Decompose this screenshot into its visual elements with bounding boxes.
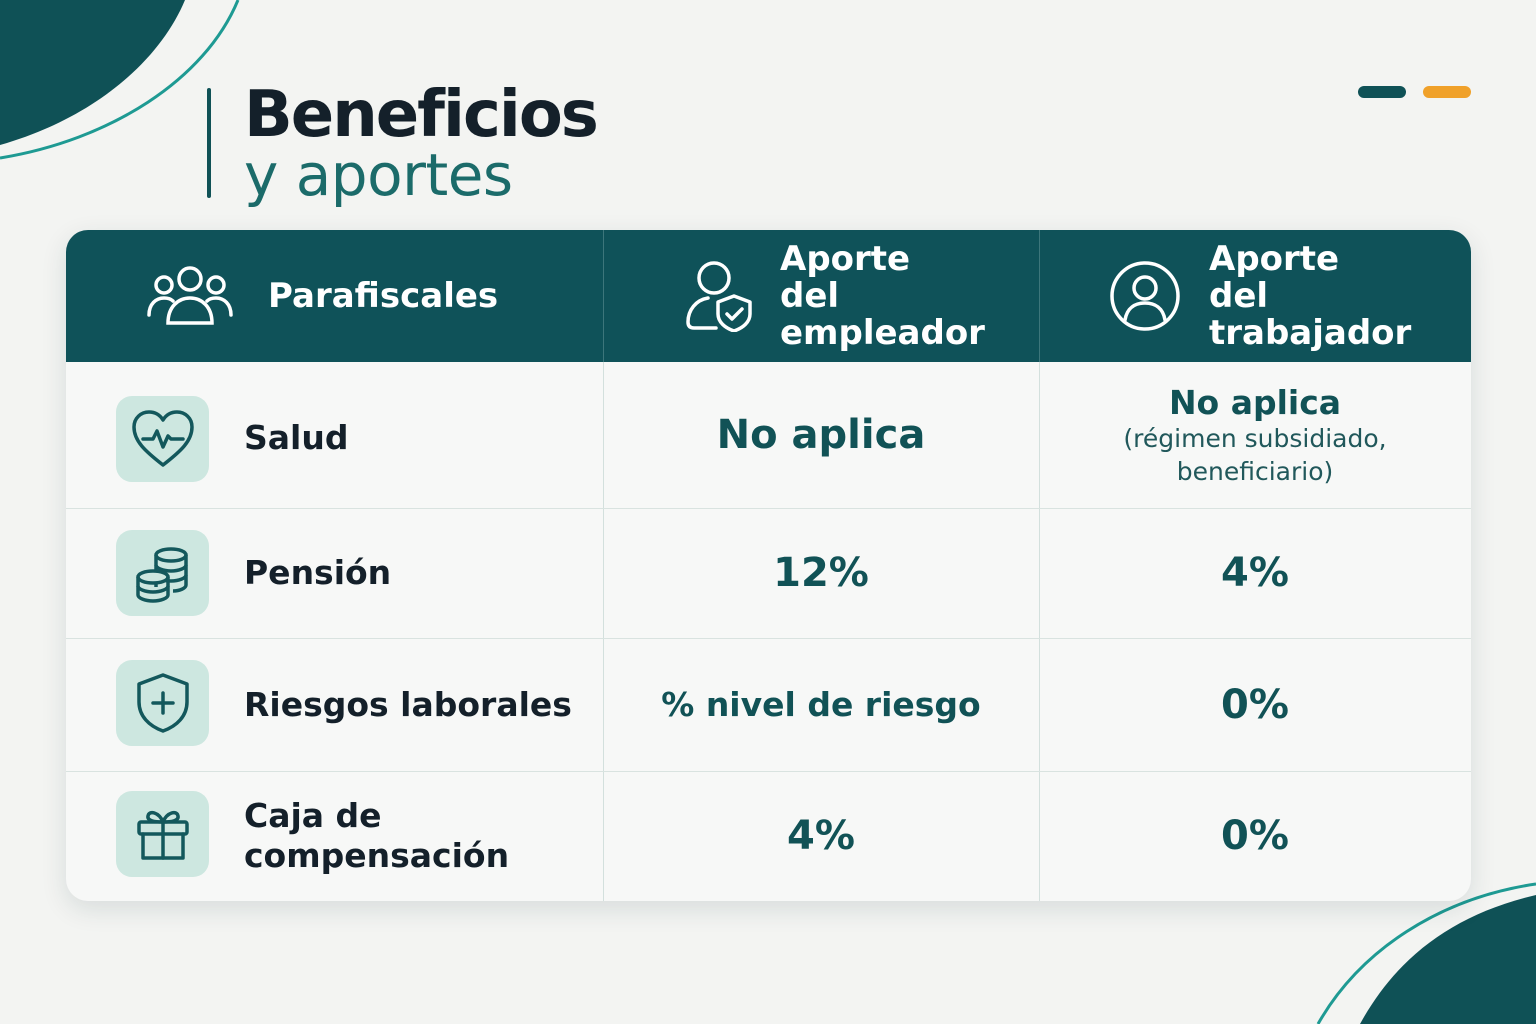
coins-icon xyxy=(135,547,188,603)
cell-value: 4% xyxy=(1221,550,1289,596)
row-icon-box xyxy=(116,791,209,877)
cell-note: (régimen subsidiado, beneficiario) xyxy=(1123,423,1387,486)
shield-plus-icon xyxy=(136,673,189,733)
cell-value: 0% xyxy=(1221,813,1289,859)
header-employer: Aporte del empleador xyxy=(603,230,1039,362)
row-label: Riesgos laborales xyxy=(244,685,572,724)
row-divider xyxy=(66,638,1471,639)
header-label-parafiscales: Parafiscales xyxy=(268,275,499,316)
row-divider xyxy=(66,771,1471,772)
cell-worker: No aplica (régimen subsidiado, beneficia… xyxy=(1039,362,1471,508)
cell-employer: % nivel de riesgo xyxy=(603,638,1039,771)
header-label-employer: Aporte del empleador xyxy=(780,238,985,353)
slide-indicator-dash-accent xyxy=(1423,86,1471,98)
cell-value: No aplica xyxy=(716,412,926,458)
row-label: Pensión xyxy=(244,553,392,592)
cell-value: 4% xyxy=(787,813,855,859)
cell-value: No aplica xyxy=(1168,382,1342,422)
slide-indicator-dash-primary xyxy=(1358,86,1406,98)
cell-worker: 4% xyxy=(1039,508,1471,638)
table-header: Parafiscales Aporte del empleador Aporte… xyxy=(66,230,1471,362)
cell-value: 12% xyxy=(773,550,869,596)
header-worker: Aporte del trabajador xyxy=(1039,230,1471,362)
row-icon-box xyxy=(116,660,209,746)
row-label: Salud xyxy=(244,418,349,457)
top-left-corner-decoration xyxy=(0,0,240,160)
column-divider xyxy=(1039,362,1040,901)
column-divider xyxy=(603,362,604,901)
header-parafiscales: Parafiscales xyxy=(66,230,603,362)
header-label-worker: Aporte del trabajador xyxy=(1209,238,1412,353)
cell-employer: 4% xyxy=(603,771,1039,901)
row-divider xyxy=(66,508,1471,509)
title-accent-bar xyxy=(207,88,211,198)
cell-worker: 0% xyxy=(1039,638,1471,771)
heart-pulse-icon xyxy=(131,410,194,467)
row-label: Caja de compensación xyxy=(244,796,510,875)
contributions-table: Parafiscales Aporte del empleador Aporte… xyxy=(66,230,1471,901)
cell-employer: 12% xyxy=(603,508,1039,638)
page-subtitle: y aportes xyxy=(244,141,513,209)
user-shield-icon xyxy=(686,261,752,332)
people-group-icon xyxy=(147,266,233,325)
user-circle-icon xyxy=(1110,261,1180,331)
gift-icon xyxy=(136,810,189,860)
row-icon-box xyxy=(116,396,209,482)
cell-value: % nivel de riesgo xyxy=(661,685,981,724)
cell-employer: No aplica xyxy=(603,362,1039,508)
cell-value: 0% xyxy=(1221,681,1289,728)
page-title: Beneficios xyxy=(244,78,599,152)
header-divider xyxy=(603,230,604,362)
row-icon-box xyxy=(116,530,209,616)
header-divider xyxy=(1039,230,1040,362)
cell-worker: 0% xyxy=(1039,771,1471,901)
